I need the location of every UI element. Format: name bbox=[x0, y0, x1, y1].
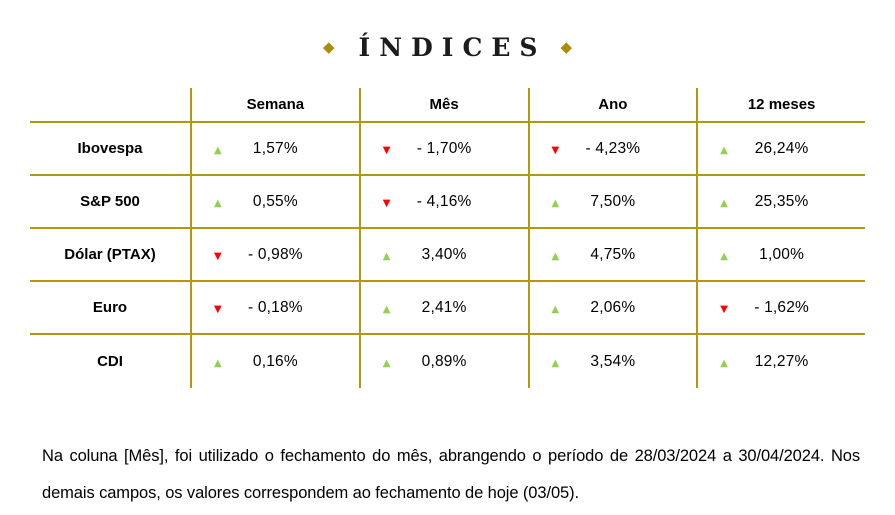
trend-icon: ▼ bbox=[382, 197, 391, 209]
table-cell: ▲ 12,27% bbox=[696, 335, 865, 388]
trend-icon: ▲ bbox=[382, 250, 391, 262]
trend-icon: ▼ bbox=[214, 250, 222, 262]
trend-icon: ▲ bbox=[551, 250, 560, 262]
cell-value: - 0,98% bbox=[247, 245, 303, 263]
row-label-ibovespa: Ibovespa bbox=[30, 123, 190, 176]
trend-icon: ▲ bbox=[551, 303, 560, 315]
row-label-cdi: CDI bbox=[97, 353, 123, 370]
table-cell: ▲ 1,00% bbox=[696, 229, 865, 282]
row-label-sp500: S&P 500 bbox=[30, 176, 190, 229]
table-cell: ▼ - 1,70% bbox=[358, 123, 528, 176]
row-label-euro: Euro bbox=[30, 282, 190, 335]
trend-icon: ▲ bbox=[382, 303, 391, 315]
column-header-semana: Semana bbox=[190, 88, 359, 123]
cell-value: 12,27% bbox=[754, 352, 809, 370]
trend-icon: ▼ bbox=[382, 144, 391, 156]
table-cell: ▼ - 0,98% bbox=[190, 229, 359, 282]
cell-value: 4,75% bbox=[590, 245, 636, 263]
cell-value: 3,40% bbox=[421, 245, 467, 263]
table-corner-cell bbox=[30, 88, 190, 123]
cell-value: 0,55% bbox=[252, 192, 298, 210]
table-cell: ▲ 25,35% bbox=[696, 176, 865, 229]
diamond-icon: ◆ bbox=[560, 37, 573, 56]
trend-icon: ▲ bbox=[551, 197, 560, 209]
cell-value: 1,57% bbox=[252, 139, 298, 157]
table-cell: ▼ - 0,18% bbox=[190, 282, 359, 335]
cell-value: 7,50% bbox=[590, 192, 636, 210]
trend-icon: ▲ bbox=[214, 144, 222, 156]
table-cell: ▲ 0,16% bbox=[190, 335, 359, 388]
cell-value: 26,24% bbox=[754, 139, 809, 157]
cell-value: - 4,23% bbox=[585, 139, 641, 157]
trend-icon: ▲ bbox=[382, 357, 391, 369]
footnote: Na coluna [Mês], foi utilizado o fechame… bbox=[42, 447, 860, 502]
table-cell: ▲ 2,41% bbox=[358, 282, 528, 335]
table-cell: ▼ - 4,23% bbox=[527, 123, 697, 176]
table-cell: ▲ 3,54% bbox=[527, 335, 697, 388]
cell-value: 25,35% bbox=[754, 192, 809, 210]
trend-icon: ▼ bbox=[214, 303, 222, 315]
row-label-dolar-ptax: Dólar (PTAX) bbox=[30, 229, 190, 282]
cell-value: - 0,18% bbox=[247, 298, 303, 316]
trend-icon: ▲ bbox=[214, 197, 222, 209]
table-cell: ▲ 4,75% bbox=[527, 229, 697, 282]
trend-icon: ▼ bbox=[551, 144, 560, 156]
column-header-ano: Ano bbox=[527, 88, 697, 123]
cell-value: 0,16% bbox=[252, 352, 298, 370]
table-cell: ▲ 7,50% bbox=[527, 176, 697, 229]
table-cell: ▼ - 4,16% bbox=[358, 176, 528, 229]
trend-icon: ▼ bbox=[720, 303, 728, 315]
cell-value: 0,89% bbox=[421, 352, 467, 370]
cell-value: - 4,16% bbox=[416, 192, 472, 210]
table-cell: ▼ - 1,62% bbox=[696, 282, 865, 335]
cell-value: 2,06% bbox=[590, 298, 636, 316]
trend-icon: ▲ bbox=[214, 357, 222, 369]
column-header-mes: Mês bbox=[358, 88, 528, 123]
page-title: ◆ ÍNDICES ◆ bbox=[0, 30, 895, 64]
table-cell: ▲ 26,24% bbox=[696, 123, 865, 176]
cell-value: - 1,62% bbox=[754, 298, 810, 316]
trend-icon: ▲ bbox=[720, 250, 728, 262]
table-cell: ▲ 0,55% bbox=[190, 176, 359, 229]
trend-icon: ▲ bbox=[720, 144, 728, 156]
table-cell: ▲ 0,89% bbox=[358, 335, 528, 388]
table-cell: ▲ 3,40% bbox=[358, 229, 528, 282]
cell-value: 1,00% bbox=[759, 245, 805, 263]
column-header-12meses: 12 meses bbox=[696, 88, 865, 123]
cell-value: - 1,70% bbox=[416, 139, 472, 157]
diamond-icon: ◆ bbox=[322, 37, 335, 56]
trend-icon: ▲ bbox=[720, 357, 728, 369]
table-cell: ▲ 1,57% bbox=[190, 123, 359, 176]
trend-icon: ▲ bbox=[720, 197, 728, 209]
title-text: ÍNDICES bbox=[358, 32, 547, 62]
trend-icon: ▲ bbox=[551, 357, 560, 369]
table-cell: ▲ 2,06% bbox=[527, 282, 697, 335]
indices-table: Semana Mês Ano 12 meses Ibovespa ▲ 1,57%… bbox=[30, 88, 865, 388]
cell-value: 3,54% bbox=[590, 352, 636, 370]
cell-value: 2,41% bbox=[421, 298, 467, 316]
